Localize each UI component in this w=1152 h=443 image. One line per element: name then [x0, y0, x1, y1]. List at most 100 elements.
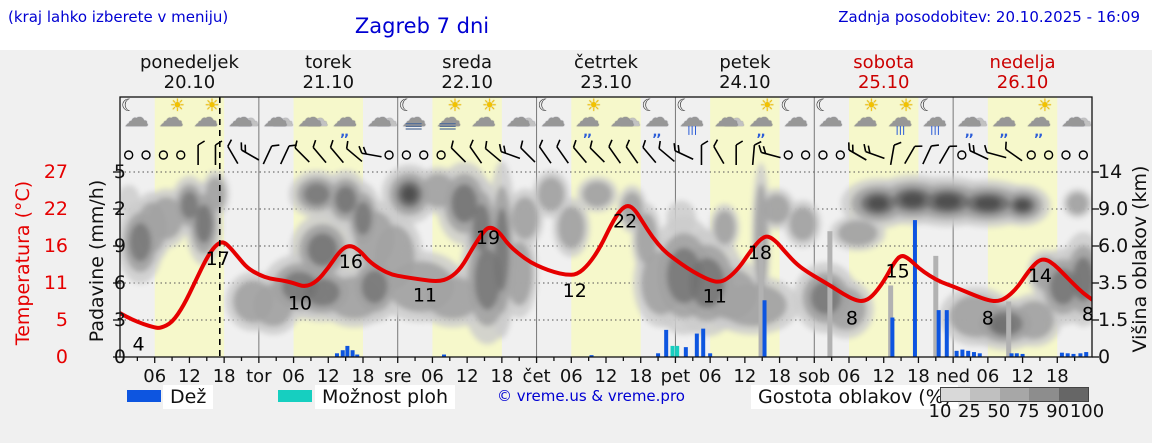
moon-cloud-rain-icon: ☾ ☁ |||: [918, 97, 953, 140]
moon-cloud-rain-icon: ☾ ☁ |||: [675, 97, 710, 140]
sun-glyph: ☀: [863, 96, 880, 116]
wind-barb-icon: [484, 140, 502, 163]
temp-tick: 11: [43, 272, 68, 294]
calm-wind-icon: [176, 150, 186, 160]
moon-glyph: ☾: [537, 96, 553, 116]
cloud-glyph: ☁: [366, 103, 392, 132]
cloud2-glyph: ☁: [1069, 107, 1092, 132]
time-tick-label: 18: [768, 366, 792, 387]
rain-legend-label: Dež: [163, 385, 214, 409]
sun-cloud-icon: ☀ ☁: [155, 97, 190, 140]
drz-glyph: ,,: [756, 125, 766, 140]
clouds-icon: ☁ ☁: [259, 97, 294, 140]
wind-barb-icon: [713, 139, 725, 165]
cloud-glyph: ☁: [783, 103, 809, 132]
wind-barb-icon: [1004, 141, 1023, 162]
time-tick-label: 06: [559, 366, 583, 387]
calm-wind-icon: [957, 150, 967, 160]
sun-glyph: ☀: [586, 96, 602, 116]
time-tick-label: 06: [698, 366, 722, 387]
svg-text:18: 18: [748, 242, 772, 264]
wind-barb-icon: [572, 139, 588, 164]
calm-wind-icon: [401, 150, 412, 160]
time-tick-label: 12: [455, 366, 479, 387]
copyright-link[interactable]: © vreme.us & vreme.pro: [497, 387, 685, 405]
temp-tick: 27: [43, 161, 68, 183]
clouds-icon: ☁ ☁: [502, 97, 537, 140]
sun-cloud-rain-icon: ☀ ☁ |||: [883, 97, 918, 140]
time-tick-label: 06: [143, 366, 167, 387]
svg-text:14: 14: [1028, 265, 1052, 287]
day-name: torek: [304, 52, 352, 73]
temp-tick: 16: [43, 235, 68, 257]
cloud-glyph: ☁: [436, 103, 462, 132]
precip-tick: 2: [113, 198, 126, 220]
precip-tick: 0: [113, 346, 126, 368]
clouds-drizzle-icon: ☁ ☁,,: [953, 97, 988, 140]
cloud-glyph: ☁: [540, 103, 566, 132]
svg-text:17: 17: [206, 248, 230, 270]
wind-barb-icon: [938, 145, 958, 165]
calm-wind-icon: [1043, 150, 1054, 160]
clouds-icon: ☁ ☁: [363, 97, 398, 140]
cloud-height-tick: 9.0: [1098, 198, 1129, 220]
wind-barb-icon: [658, 140, 675, 163]
time-tick-label: 18: [490, 366, 514, 387]
day-date: 26.10: [996, 72, 1049, 93]
cloud2-glyph: ☁: [722, 107, 745, 132]
day-name: sreda: [442, 52, 493, 73]
wind-barb-icon: [863, 143, 885, 160]
drz-glyph: ,,: [1034, 125, 1043, 140]
colorbar-scale-label: 100: [1069, 401, 1105, 422]
time-tick-label: 06: [837, 366, 861, 387]
cloud-glyph: ☁: [575, 103, 601, 132]
calm-wind-icon: [1078, 150, 1089, 160]
day-name: sobota: [853, 52, 915, 73]
cloud-height-tick: 6.0: [1098, 235, 1129, 257]
rn-glyph: |||: [930, 126, 941, 136]
cloud2-glyph: ☁: [306, 107, 329, 132]
wind-barb-icon: [538, 139, 552, 164]
day-abbr-label: tor: [246, 366, 272, 387]
rn-glyph: |||: [895, 126, 906, 136]
precip-tick: 5: [113, 161, 126, 183]
day-abbr-label: ned: [936, 366, 971, 387]
cloud-height-tick: 14: [1098, 161, 1123, 183]
calm-wind-icon: [783, 150, 793, 160]
wind-barb-icon: [889, 141, 902, 165]
sun-glyph: ☀: [1037, 96, 1053, 116]
temp-tick: 5: [55, 309, 68, 331]
cloud-glyph: ☁: [158, 103, 184, 132]
wind-barb-icon: [983, 144, 1007, 159]
last-update-text: Zadnja posodobitev: 20.10.2025 - 16:09: [838, 8, 1140, 26]
svg-text:8: 8: [982, 308, 994, 330]
temperature-curve: [120, 204, 1092, 330]
time-tick-label: 12: [594, 366, 618, 387]
moon-cloud-icon: ☾ ☁: [814, 97, 849, 140]
colorbar-scale-label: 90: [1046, 401, 1070, 422]
weather-icons-row: ☾ ☁ ☀ ☁ ☀ ☁ ☁ ☁ ☁ ☁ ☁ ☁ ☁,, ☁ ☁ ☾ ☁ ≡ ☀ ☁ ≡ ☀ ☁ ☁ ☁ ☾ ☁ ☀ ☁,, ☁ ☁ ☾ ☁,, ☾…: [120, 97, 1092, 140]
fog-glyph: ≡: [402, 117, 425, 135]
cloud-glyph: ☁: [609, 103, 635, 132]
moon-glyph: ☾: [676, 96, 692, 116]
wind-barb-icon: [642, 139, 657, 164]
fog-glyph: ≡: [437, 117, 459, 135]
cloud-density-label: Gostota oblakov (%): [751, 385, 959, 409]
svg-text:8: 8: [846, 308, 858, 330]
cloud-glyph: ☁: [1060, 103, 1086, 132]
cloud-glyph: ☁: [124, 103, 149, 132]
wind-barb-icon: [227, 139, 239, 165]
cloud-glyph: ☁: [679, 103, 705, 132]
calm-wind-icon: [384, 150, 394, 160]
sun-cloud-drizzle-icon: ☀ ☁,,: [1022, 97, 1057, 140]
colorbar-scale-label: 75: [1016, 401, 1040, 422]
cloud-glyph: ☁: [1026, 103, 1052, 132]
temp-tick: 0: [55, 346, 68, 368]
sun-glyph: ☀: [759, 96, 775, 116]
svg-text:19: 19: [476, 227, 500, 249]
wind-barb-icon: [520, 140, 536, 163]
day-date: 25.10: [857, 72, 910, 93]
time-tick-label: 06: [420, 366, 444, 387]
